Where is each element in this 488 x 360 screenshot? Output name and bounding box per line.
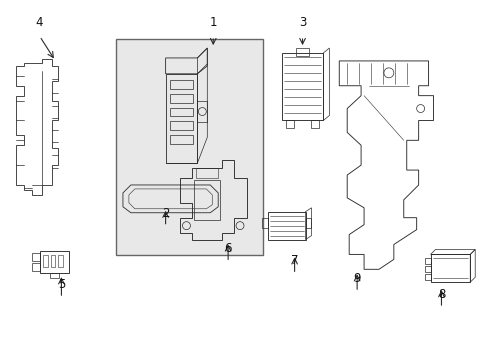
Text: 6: 6	[224, 242, 231, 255]
Bar	[429, 255, 469, 282]
Bar	[194, 180, 220, 220]
Bar	[285, 121, 293, 129]
Bar	[424, 266, 429, 272]
Bar	[32, 264, 40, 271]
Bar	[49, 273, 60, 278]
Bar	[311, 121, 319, 129]
Bar	[50, 255, 55, 267]
Bar	[116, 39, 263, 255]
Text: 1: 1	[209, 16, 217, 29]
Text: 4: 4	[36, 16, 43, 29]
Bar	[169, 80, 193, 89]
Text: 3: 3	[298, 16, 305, 29]
Text: 8: 8	[437, 288, 444, 301]
Bar	[59, 255, 63, 267]
Bar	[42, 255, 47, 267]
Text: 9: 9	[353, 272, 360, 285]
Bar	[196, 168, 218, 178]
Bar	[267, 212, 305, 239]
Bar	[169, 108, 193, 117]
Bar	[32, 253, 40, 261]
Bar	[262, 218, 267, 228]
Bar	[281, 53, 323, 121]
Bar	[40, 251, 69, 273]
Bar	[165, 74, 197, 163]
Bar	[169, 121, 193, 130]
Bar	[424, 258, 429, 264]
Bar	[424, 274, 429, 280]
Bar	[169, 94, 193, 103]
Bar	[197, 100, 207, 122]
Bar	[169, 135, 193, 144]
Text: 5: 5	[58, 278, 65, 291]
Text: 7: 7	[290, 254, 298, 267]
Bar	[305, 218, 311, 228]
Text: 2: 2	[162, 207, 169, 220]
Bar	[295, 48, 309, 56]
